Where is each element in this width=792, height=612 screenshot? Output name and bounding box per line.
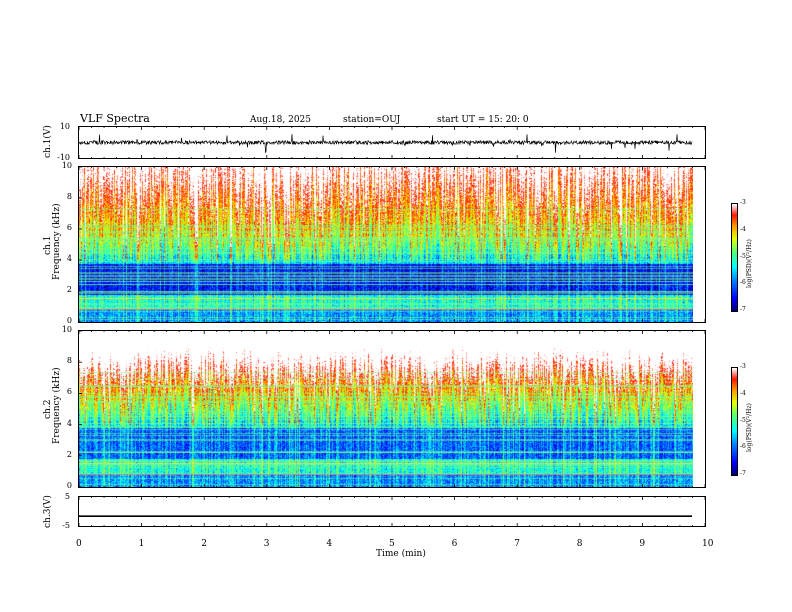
x-tick-label: 4 xyxy=(326,539,333,549)
x-tick-label: 10 xyxy=(702,539,714,549)
x-axis-label: Time (min) xyxy=(376,549,426,559)
ch3-ytick-bottom: -5 xyxy=(62,521,70,530)
ch2-spectrogram-image xyxy=(79,331,693,487)
y-tick-label: 6 xyxy=(66,387,72,397)
colorbar-tick-label: -4 xyxy=(740,225,746,233)
colorbar-tick-label: -5 xyxy=(740,252,746,260)
station-label: station=OUJ xyxy=(343,115,401,125)
ch1-waveform-line xyxy=(78,134,693,153)
start-time-label: start UT = 15: 20: 0 xyxy=(437,115,529,125)
x-tick-label: 1 xyxy=(138,539,145,549)
x-tick-label: 8 xyxy=(576,539,583,549)
y-tick-label: 10 xyxy=(61,325,72,334)
ch1-spec-ylabel-line2: Frequency (kHz) xyxy=(52,203,62,280)
ch1-spectrogram-image xyxy=(79,167,693,322)
x-tick-label: 6 xyxy=(451,539,458,549)
ch1-ytick-bottom: -10 xyxy=(57,153,70,162)
colorbar-tick-label: -4 xyxy=(740,389,746,397)
ch3-waveform-ylabel: ch.3(V) xyxy=(43,495,53,528)
ch1-waveform-trace xyxy=(78,134,693,153)
ch1-colorbar-label: log(PSD)(V²/Hz) xyxy=(746,239,753,288)
x-tick-label: 7 xyxy=(514,539,520,549)
x-tick-label: 0 xyxy=(76,539,82,549)
ch2-spec-ylabel-line2: Frequency (kHz) xyxy=(52,367,62,444)
colorbar-tick-label: -3 xyxy=(740,363,746,370)
colorbar-tick-label: -6 xyxy=(740,279,746,287)
x-tick-label: 9 xyxy=(639,539,646,549)
ch1-colorbar xyxy=(731,203,738,312)
colorbar-tick-label: -7 xyxy=(740,306,746,313)
y-tick-label: 2 xyxy=(66,449,72,459)
y-tick-label: 0 xyxy=(66,481,72,490)
y-tick-label: 10 xyxy=(61,161,72,170)
y-tick-label: 8 xyxy=(66,356,72,366)
y-tick-label: 6 xyxy=(66,223,72,232)
date-label: Aug.18, 2025 xyxy=(250,115,311,125)
y-tick-label: 4 xyxy=(66,254,72,263)
ch3-ytick-top: 5 xyxy=(64,492,70,501)
ch1-ytick-top: 10 xyxy=(59,122,70,131)
chart-title: VLF Spectra xyxy=(80,112,150,125)
colorbar-tick-label: -7 xyxy=(740,470,746,477)
y-tick-label: 8 xyxy=(66,192,72,201)
y-tick-label: 0 xyxy=(66,316,72,325)
colorbar-tick-label: -3 xyxy=(740,199,746,206)
y-tick-label: 2 xyxy=(66,285,72,294)
colorbar-tick-label: -5 xyxy=(740,416,746,424)
colorbar-tick-label: -6 xyxy=(740,443,746,451)
y-tick-label: 4 xyxy=(66,418,72,428)
ch2-colorbar xyxy=(731,367,738,476)
ch2-colorbar-label: log(PSD)(V²/Hz) xyxy=(746,403,753,452)
x-tick-label: 5 xyxy=(389,539,395,549)
x-tick-label: 2 xyxy=(201,539,207,549)
ch1-waveform-ylabel: ch.1(V) xyxy=(43,125,53,158)
x-tick-label: 3 xyxy=(263,539,270,549)
